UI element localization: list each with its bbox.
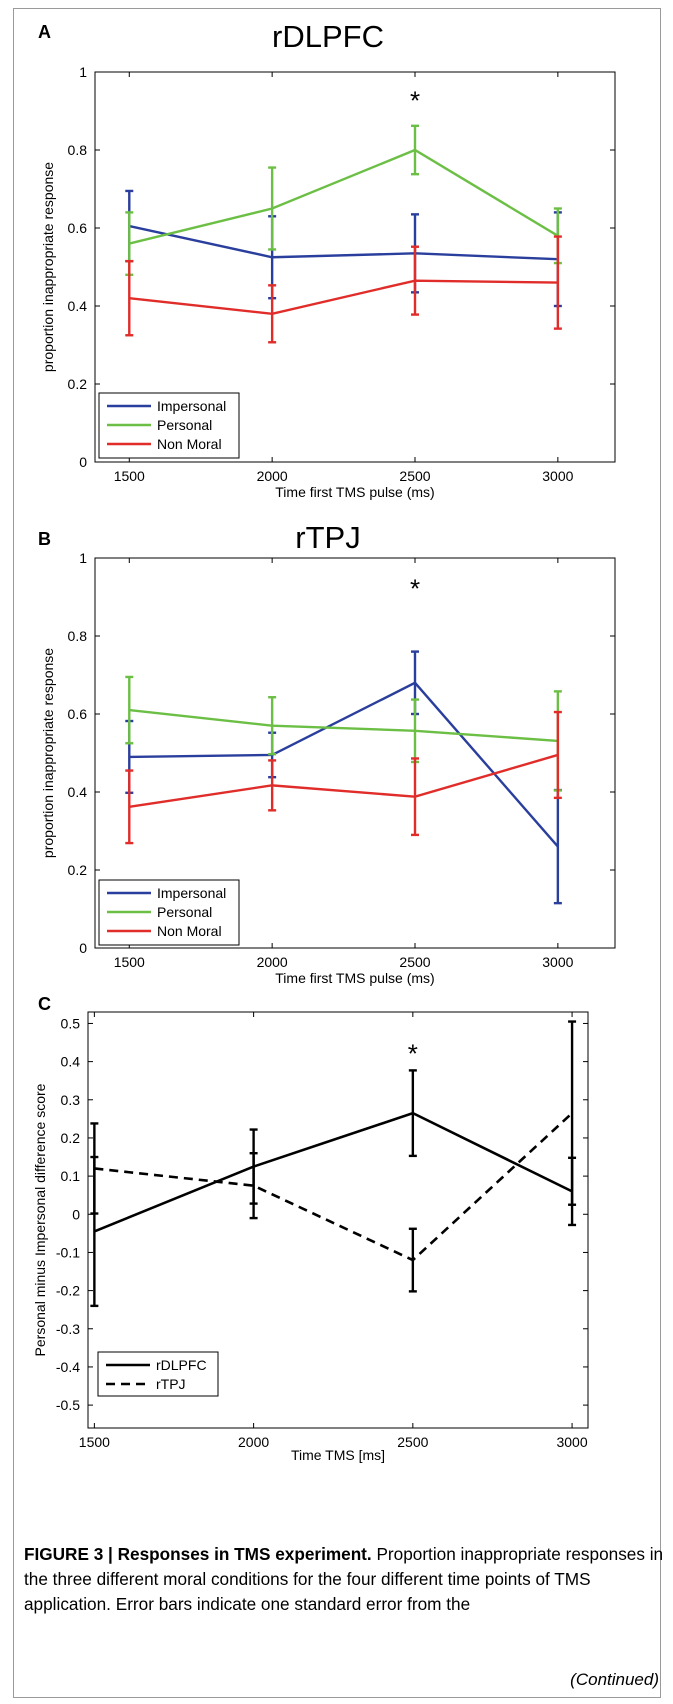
- x-tick-label: 1500: [114, 468, 145, 484]
- y-tick-label: 0.2: [68, 862, 88, 878]
- x-tick-label: 2000: [257, 468, 288, 484]
- series-line: [129, 753, 559, 809]
- y-tick-label: 0.4: [68, 784, 88, 800]
- panel-letter: B: [38, 529, 51, 549]
- series-line: [93, 1111, 573, 1233]
- y-tick-label: 0.5: [61, 1015, 81, 1031]
- y-tick-label: 0.6: [68, 220, 88, 236]
- y-axis-label: proportion inappropriate response: [40, 648, 56, 858]
- x-tick-label: 3000: [542, 468, 573, 484]
- x-tick-label: 3000: [556, 1434, 587, 1450]
- y-tick-label: -0.3: [56, 1321, 80, 1337]
- plot-area-box: [87, 1011, 589, 1429]
- series-line: [129, 279, 558, 316]
- legend: Impersonal Personal Non Moral: [98, 879, 240, 946]
- figure-caption: FIGURE 3 | Responses in TMS experiment. …: [24, 1542, 664, 1617]
- chart-panel-c: -0.5 -0.4 -0.3 -0.2 -0.1 0 0.1 0.2 0.3 0.4 0.5 1500…: [32, 994, 589, 1463]
- y-tick-label: 0.8: [68, 142, 88, 158]
- caption-text: Proportion inappropriate responses in th…: [24, 1544, 664, 1614]
- y-tick-label: 0.8: [68, 628, 88, 644]
- series-impersonal: [125, 189, 562, 308]
- legend-box: [97, 1351, 219, 1397]
- x-tick-label: 3000: [542, 954, 573, 970]
- legend-label: rDLPFC: [156, 1357, 207, 1373]
- y-tick-label: 1: [79, 550, 87, 566]
- chart-title: rTPJ: [295, 520, 360, 555]
- legend-label: rTPJ: [156, 1376, 186, 1392]
- y-tick-label: 0.4: [68, 298, 88, 314]
- chart-panel-b: 0 0.2 0.4 0.6 0.8 1 1500 2000 2500 3000 Time first…: [38, 520, 616, 986]
- series-personal: [125, 124, 562, 276]
- y-axis-label: Personal minus Impersonal difference sco…: [32, 1083, 48, 1356]
- series-rtpj: [90, 1020, 577, 1293]
- x-axis-label: Time TMS [ms]: [291, 1447, 385, 1463]
- legend: rDLPFC rTPJ: [97, 1351, 219, 1397]
- y-tick-label: -0.2: [56, 1283, 80, 1299]
- series-line: [94, 1112, 573, 1262]
- y-tick-label: 0.3: [61, 1092, 81, 1108]
- figure-frame: [13, 8, 661, 1698]
- significance-marker: *: [410, 85, 420, 115]
- x-axis-label: Time first TMS pulse (ms): [275, 970, 434, 986]
- series-non-moral: [125, 235, 562, 344]
- x-tick-label: 1500: [114, 954, 145, 970]
- y-tick-label: 0.6: [68, 706, 88, 722]
- y-tick-label: 1: [79, 64, 87, 80]
- significance-marker: *: [410, 573, 420, 603]
- x-tick-label: 2500: [397, 1434, 428, 1450]
- plot-area-box: [94, 71, 616, 463]
- y-tick-label: 0.1: [61, 1168, 81, 1184]
- x-tick-label: 1500: [79, 1434, 110, 1450]
- y-tick-label: -0.4: [56, 1359, 80, 1375]
- series-line: [129, 708, 558, 743]
- legend: Impersonal Personal Non Moral: [98, 392, 240, 459]
- series-rdlpfc: [90, 1069, 577, 1308]
- series-line: [129, 224, 558, 261]
- legend-label: Personal: [157, 417, 212, 433]
- caption-label: FIGURE 3 | Responses in TMS experiment.: [24, 1544, 372, 1564]
- significance-marker: *: [408, 1038, 418, 1068]
- caption-continued: (Continued): [570, 1670, 659, 1689]
- x-tick-label: 2500: [399, 468, 430, 484]
- y-tick-label: 0.4: [61, 1054, 81, 1070]
- x-tick-label: 2000: [238, 1434, 269, 1450]
- series-impersonal: [125, 650, 562, 905]
- panel-letter: C: [38, 994, 51, 1014]
- y-tick-label: -0.5: [56, 1397, 80, 1413]
- series-line: [129, 681, 559, 848]
- y-tick-label: 0.2: [68, 376, 88, 392]
- y-axis-label: proportion inappropriate response: [40, 162, 56, 372]
- series-non-moral: [125, 710, 562, 845]
- series-line: [128, 148, 559, 245]
- legend-label: Impersonal: [157, 885, 226, 901]
- y-tick-label: 0: [79, 454, 87, 470]
- plot-area-box: [94, 557, 616, 949]
- x-tick-label: 2000: [257, 954, 288, 970]
- chart-title: rDLPFC: [272, 19, 384, 54]
- y-tick-label: -0.1: [56, 1244, 80, 1260]
- panel-letter: A: [38, 22, 51, 42]
- x-tick-label: 2500: [399, 954, 430, 970]
- legend-label: Impersonal: [157, 398, 226, 414]
- legend-label: Non Moral: [157, 436, 222, 452]
- y-tick-label: 0: [72, 1206, 80, 1222]
- x-axis-label: Time first TMS pulse (ms): [275, 484, 434, 500]
- legend-label: Non Moral: [157, 923, 222, 939]
- legend-label: Personal: [157, 904, 212, 920]
- chart-panel-a: 0 0.2 0.4 0.6 0.8 1 1500 2000 2500 3000 Time first…: [38, 19, 616, 500]
- y-tick-label: 0.2: [61, 1130, 81, 1146]
- y-tick-label: 0: [79, 940, 87, 956]
